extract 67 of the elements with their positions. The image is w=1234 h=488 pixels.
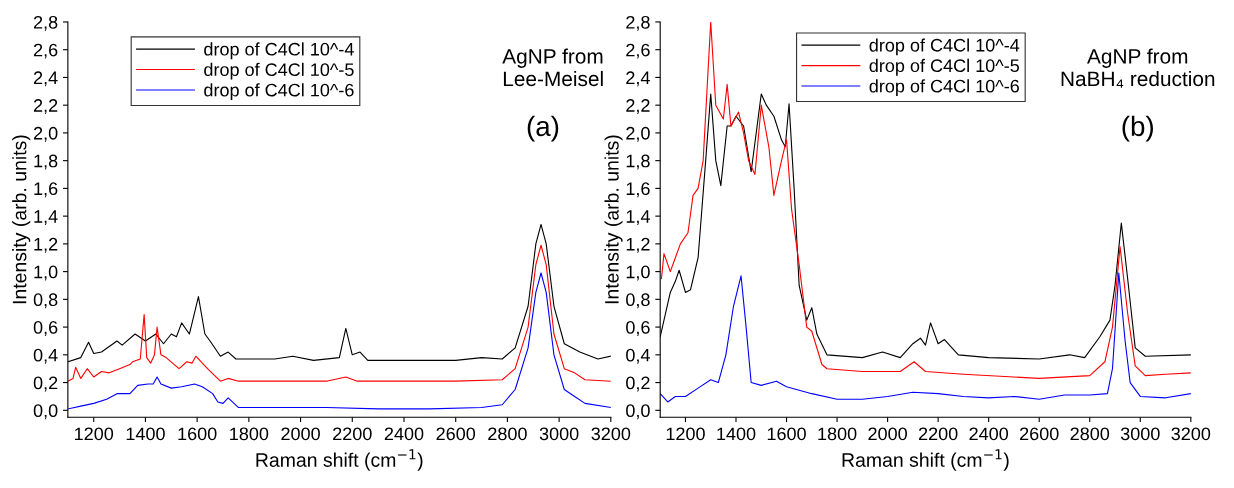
y-axis-title: Intensity (arb. units) xyxy=(12,135,31,304)
y-tick-label: 1,2 xyxy=(34,237,58,253)
y-tick-label: 1,6 xyxy=(626,182,650,198)
annotation: (b) xyxy=(1122,115,1153,142)
x-tick-label: 2800 xyxy=(1070,427,1110,441)
y-tick-label: 1,0 xyxy=(34,265,58,281)
x-tick-label: 1200 xyxy=(75,427,114,441)
x-tick-label: 2400 xyxy=(384,427,424,441)
x-tick-label: 3000 xyxy=(1120,427,1160,441)
x-axis-title: Raman shift (cm$^{−1}$) xyxy=(256,449,423,471)
x-tick-label: 1600 xyxy=(767,427,806,441)
legend-label: drop of C4Cl 10^-6 xyxy=(204,83,354,101)
x-tick-label: 2000 xyxy=(281,427,320,441)
annotation: (a) xyxy=(527,115,559,142)
y-axis-title: Intensity (arb. units) xyxy=(604,135,623,304)
x-tick-label: 1200 xyxy=(666,427,705,441)
y-tick-label: 0,6 xyxy=(626,321,650,336)
x-tick-label: 2000 xyxy=(868,427,907,441)
legend-label: drop of C4Cl 10^-4 xyxy=(869,38,1020,56)
annotation: AgNP from NaBH₄ reduction xyxy=(1061,48,1215,88)
y-tick-label: 2,2 xyxy=(33,99,58,115)
x-tick-label: 1400 xyxy=(717,427,756,441)
x-tick-label: 3200 xyxy=(1171,427,1211,441)
y-tick-label: 1,4 xyxy=(34,210,58,225)
x-tick-label: 2400 xyxy=(969,427,1009,441)
y-tick-label: 2,6 xyxy=(626,43,650,59)
y-tick-label: 2,2 xyxy=(626,99,650,115)
legend-label: drop of C4Cl 10^-4 xyxy=(204,42,354,60)
y-tick-label: 0,2 xyxy=(33,376,58,392)
y-tick-label: 2,4 xyxy=(626,71,650,87)
x-tick-label: 2600 xyxy=(1020,427,1059,441)
y-tick-label: 0,4 xyxy=(626,348,650,364)
y-tick-label: 2,6 xyxy=(33,43,58,59)
x-tick-label: 1400 xyxy=(126,427,165,441)
y-tick-label: 2,8 xyxy=(33,15,58,31)
legend-label: drop of C4Cl 10^-5 xyxy=(869,58,1020,76)
legend-label: drop of C4Cl 10^-5 xyxy=(204,62,354,80)
x-tick-label: 2200 xyxy=(333,427,372,441)
x-tick-label: 3000 xyxy=(539,427,579,441)
y-tick-label: 0,0 xyxy=(33,404,58,420)
y-tick-label: 0,2 xyxy=(626,376,650,392)
x-tick-label: 3200 xyxy=(591,427,631,441)
x-tick-label: 2200 xyxy=(918,427,958,441)
y-tick-label: 2,4 xyxy=(33,71,58,87)
y-tick-label: 1,4 xyxy=(626,210,650,225)
y-tick-label: 1,0 xyxy=(626,265,650,281)
y-tick-label: 0,8 xyxy=(626,293,650,309)
x-tick-label: 2600 xyxy=(436,427,476,441)
x-tick-label: 2800 xyxy=(488,427,527,441)
x-tick-label: 1800 xyxy=(230,427,269,441)
y-tick-label: 1,8 xyxy=(626,154,650,170)
x-axis-title: Raman shift (cm$^{−1}$) xyxy=(842,449,1009,471)
legend-label: drop of C4Cl 10^-6 xyxy=(869,79,1019,97)
y-tick-label: 1,2 xyxy=(626,237,650,253)
line-series xyxy=(660,272,1191,403)
y-tick-label: 2,0 xyxy=(626,126,650,142)
y-tick-label: 2,8 xyxy=(626,15,650,31)
y-tick-label: 1,8 xyxy=(34,154,58,170)
y-tick-label: 0,6 xyxy=(33,321,58,336)
y-tick-label: 0,8 xyxy=(33,293,58,309)
x-tick-label: 1800 xyxy=(818,427,857,441)
y-tick-label: 1,6 xyxy=(34,182,58,198)
y-tick-label: 0,0 xyxy=(626,404,650,420)
annotation: AgNP from Lee-Meisel xyxy=(502,48,603,87)
y-tick-label: 2,0 xyxy=(33,126,58,142)
x-tick-label: 1600 xyxy=(178,427,217,441)
y-tick-label: 0,4 xyxy=(33,348,58,364)
